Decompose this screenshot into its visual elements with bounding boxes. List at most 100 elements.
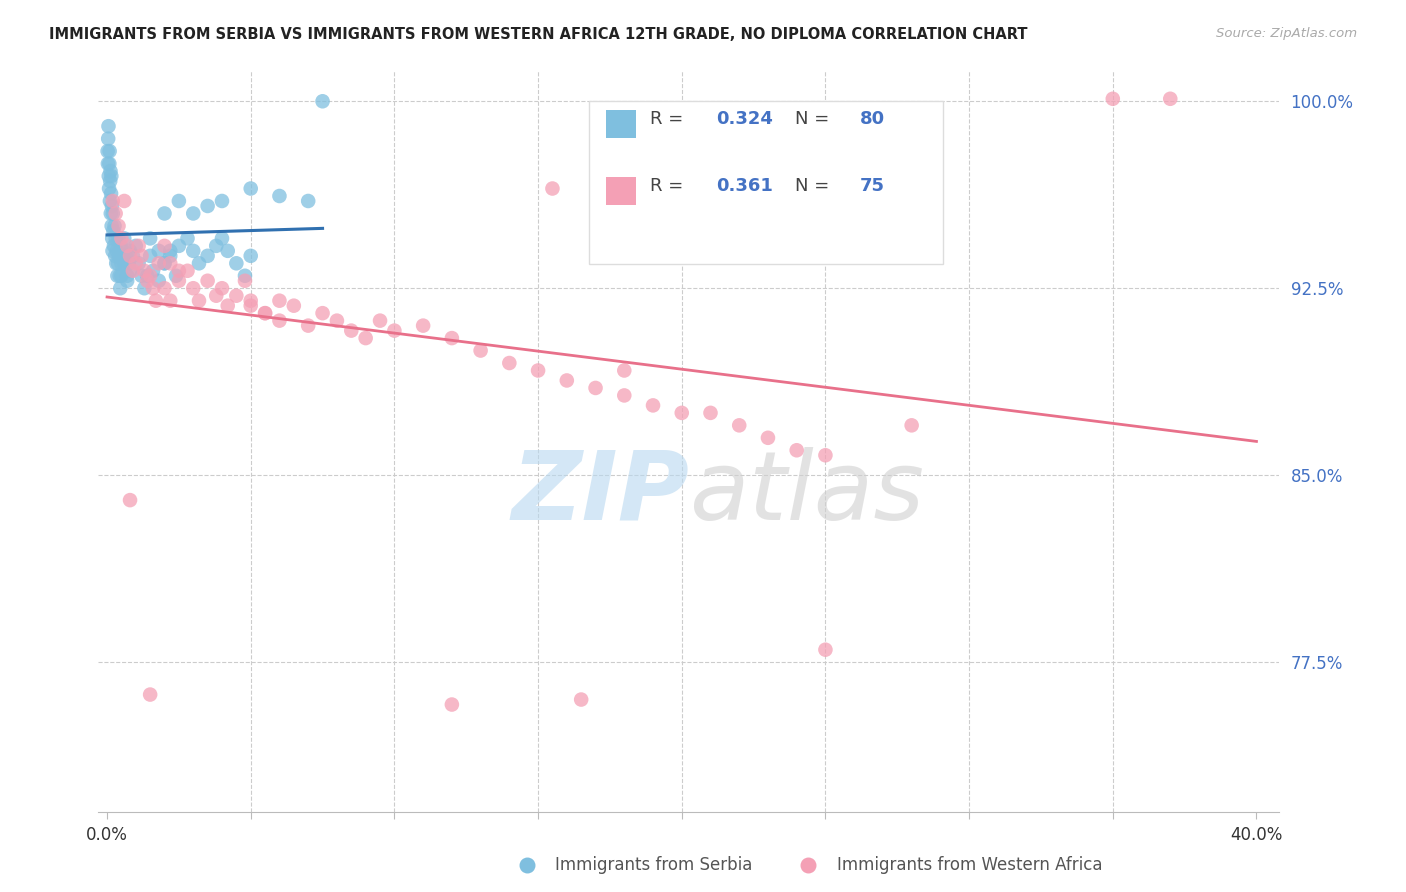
Point — [205, 239, 228, 253]
Point — [110, 281, 132, 295]
Point — [585, 381, 607, 395]
Point — [153, 239, 176, 253]
Text: R =: R = — [650, 111, 689, 128]
Point — [101, 206, 124, 220]
Point — [139, 268, 162, 283]
FancyBboxPatch shape — [606, 111, 636, 138]
Point — [112, 231, 135, 245]
Point — [233, 274, 256, 288]
Point — [498, 356, 520, 370]
Point — [110, 231, 132, 245]
Point — [188, 293, 211, 308]
Text: ZIP: ZIP — [510, 447, 689, 540]
Point — [110, 268, 132, 283]
Point — [269, 293, 291, 308]
Point — [239, 181, 262, 195]
Point — [97, 156, 120, 170]
Point — [217, 244, 239, 258]
Point — [104, 206, 127, 220]
Point — [110, 256, 132, 270]
Point — [100, 219, 122, 233]
Text: IMMIGRANTS FROM SERBIA VS IMMIGRANTS FROM WESTERN AFRICA 12TH GRADE, NO DIPLOMA : IMMIGRANTS FROM SERBIA VS IMMIGRANTS FRO… — [49, 27, 1028, 42]
Point — [104, 249, 127, 263]
Point — [211, 281, 233, 295]
Text: N =: N = — [796, 178, 835, 195]
Point — [217, 299, 239, 313]
Point — [100, 186, 122, 201]
Point — [108, 249, 131, 263]
Point — [159, 244, 181, 258]
Point — [115, 274, 138, 288]
Point — [613, 363, 636, 377]
Point — [368, 313, 391, 327]
Point — [153, 206, 176, 220]
Point — [103, 239, 125, 253]
Point — [118, 493, 141, 508]
Point — [211, 194, 233, 208]
Point — [100, 206, 122, 220]
Text: 75: 75 — [860, 178, 886, 195]
Point — [239, 249, 262, 263]
Point — [165, 268, 187, 283]
Point — [440, 698, 463, 712]
Point — [101, 194, 124, 208]
Point — [148, 274, 170, 288]
Point — [233, 268, 256, 283]
Point — [105, 244, 128, 258]
Point — [111, 244, 134, 258]
Point — [384, 324, 406, 338]
Point — [167, 194, 190, 208]
Point — [142, 281, 165, 295]
Point — [139, 688, 162, 702]
Point — [98, 194, 121, 208]
Point — [136, 274, 159, 288]
Point — [97, 144, 120, 158]
Point — [100, 164, 122, 178]
Point — [340, 324, 363, 338]
Point — [153, 256, 176, 270]
Point — [814, 448, 837, 462]
Point — [786, 443, 808, 458]
Point — [112, 194, 135, 208]
Point — [125, 256, 148, 270]
Point — [136, 268, 159, 283]
Point — [118, 264, 141, 278]
Point — [122, 264, 145, 278]
Point — [326, 313, 349, 327]
Point — [297, 194, 319, 208]
Point — [181, 244, 204, 258]
Point — [412, 318, 434, 333]
Text: N =: N = — [796, 111, 835, 128]
Point — [197, 249, 219, 263]
Point — [118, 244, 141, 258]
Point — [131, 268, 153, 283]
FancyBboxPatch shape — [589, 101, 943, 264]
Point — [900, 418, 922, 433]
Point — [188, 256, 211, 270]
Point — [125, 239, 148, 253]
Point — [159, 293, 181, 308]
Point — [122, 249, 145, 263]
Point — [128, 256, 150, 270]
Point — [176, 264, 198, 278]
Point — [98, 181, 121, 195]
Point — [107, 231, 129, 245]
Point — [98, 174, 121, 188]
Point — [107, 256, 129, 270]
Point — [239, 293, 262, 308]
Point — [101, 199, 124, 213]
Point — [555, 374, 578, 388]
Point — [115, 239, 138, 253]
Text: Source: ZipAtlas.com: Source: ZipAtlas.com — [1216, 27, 1357, 40]
Point — [311, 95, 333, 109]
Point — [139, 231, 162, 245]
Point — [101, 244, 124, 258]
Point — [1159, 92, 1181, 106]
Point — [139, 249, 162, 263]
Point — [176, 231, 198, 245]
Point — [134, 264, 156, 278]
Point — [112, 256, 135, 270]
Point — [211, 231, 233, 245]
Point — [354, 331, 377, 345]
Text: Immigrants from Western Africa: Immigrants from Western Africa — [837, 856, 1102, 874]
